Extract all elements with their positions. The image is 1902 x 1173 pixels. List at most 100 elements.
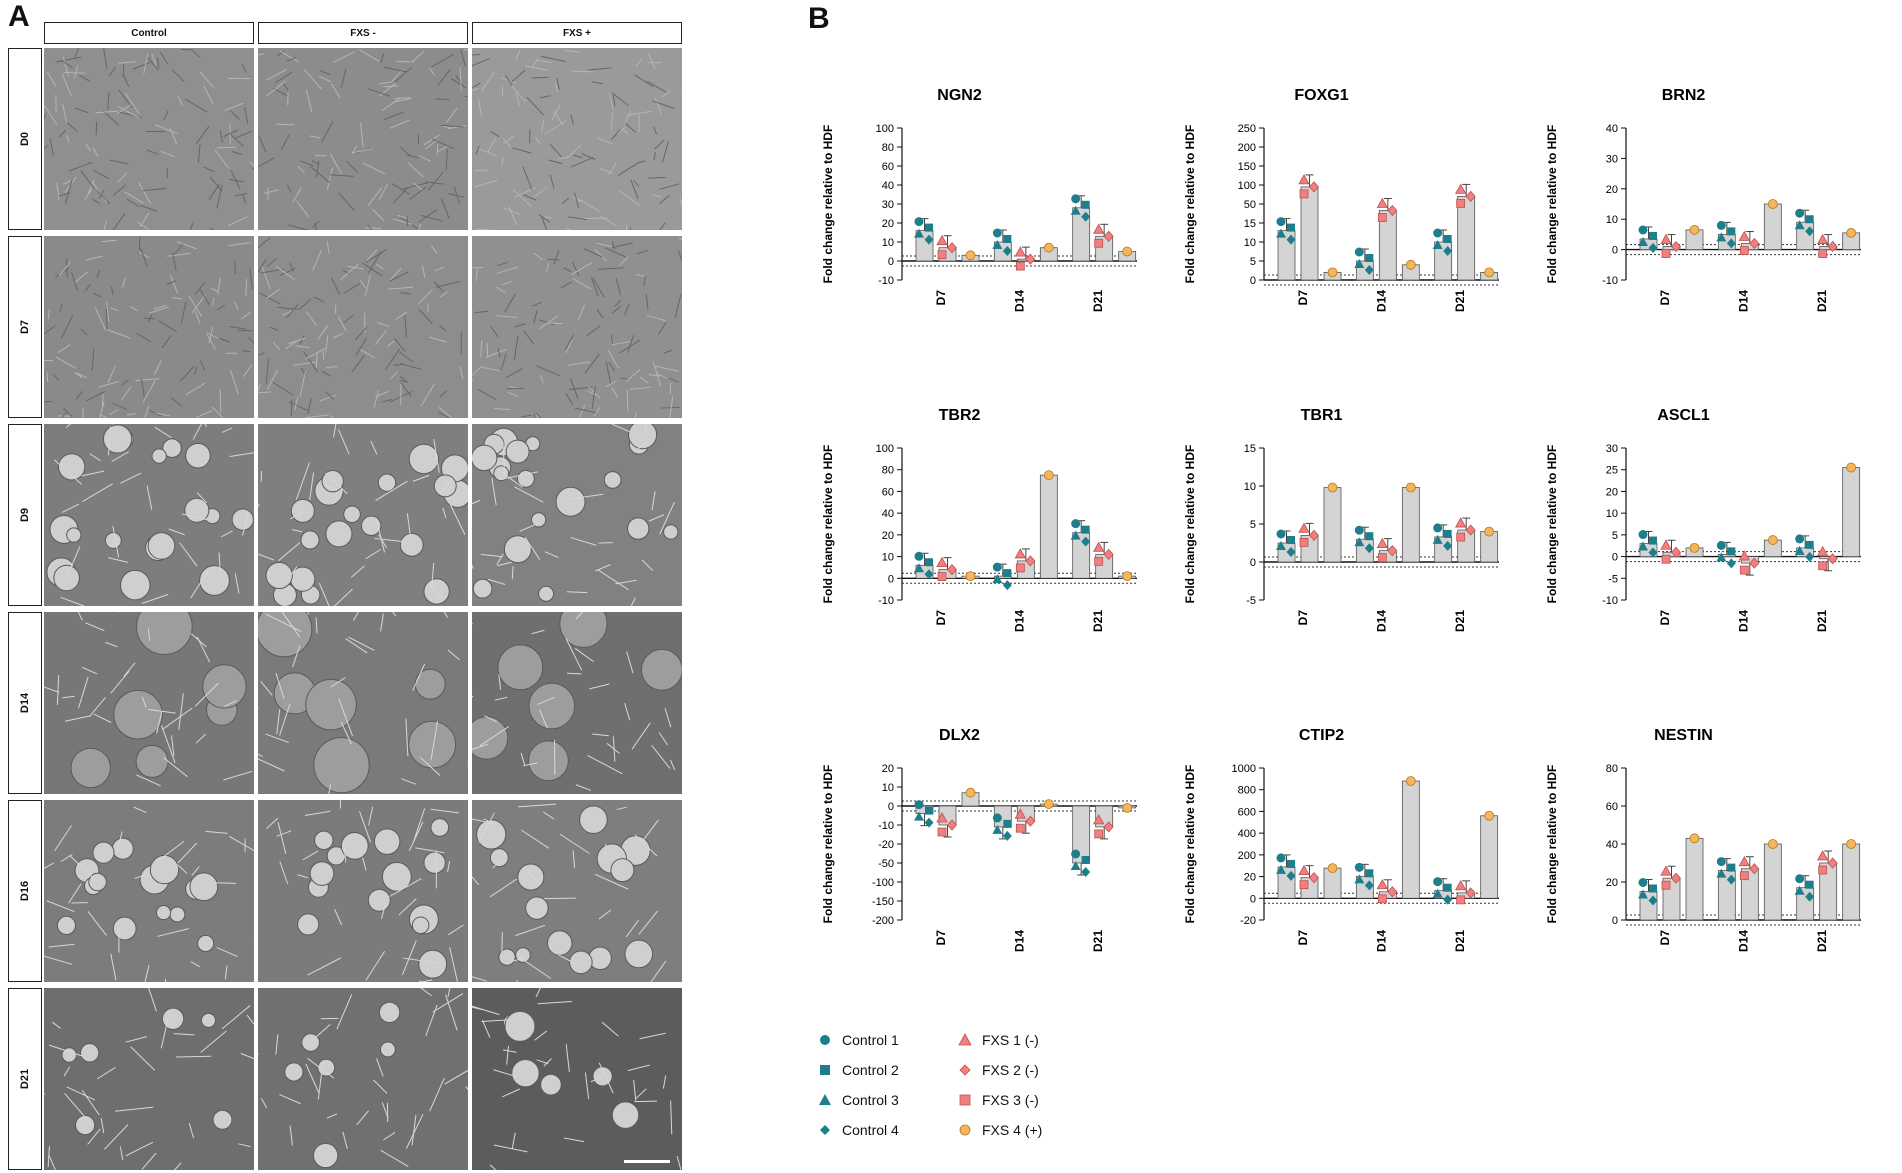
x-tick-label: D7 <box>1296 290 1310 306</box>
data-point <box>1818 865 1828 875</box>
y-tick-label: 600 <box>1238 806 1256 818</box>
data-point <box>992 813 1002 823</box>
x-tick-label: D14 <box>1737 930 1751 952</box>
y-tick-label: 0 <box>888 573 894 585</box>
data-point <box>1094 238 1104 248</box>
data-point <box>924 234 934 245</box>
y-tick-label: 20 <box>1606 486 1618 498</box>
data-point <box>1365 532 1374 541</box>
data-point <box>1816 545 1829 557</box>
chart-foxg1: FOXG1 Fold change relative to HDF 0 5 10 15 50… <box>1180 80 1520 380</box>
y-axis-label: Fold change relative to HDF <box>821 445 835 604</box>
bar <box>1842 843 1861 921</box>
data-point <box>1689 542 1700 553</box>
data-point <box>1716 220 1726 230</box>
legend-label: Control 1 <box>842 1032 899 1048</box>
legend-marker-icon <box>959 1064 971 1076</box>
x-tick-label: D7 <box>1296 930 1310 946</box>
data-point <box>1670 872 1682 884</box>
data-point <box>1299 880 1309 890</box>
data-point <box>1122 571 1133 582</box>
data-point <box>1287 536 1295 544</box>
data-point <box>1432 888 1443 898</box>
data-point <box>914 217 924 227</box>
micrograph-d9-fxs <box>258 424 468 606</box>
y-tick-label: 20 <box>882 530 894 542</box>
y-tick-label: 0 <box>888 801 894 813</box>
data-point <box>1805 551 1815 562</box>
y-tick-label: 25 <box>1606 465 1618 477</box>
micrograph-d21-fxs <box>258 988 468 1170</box>
micrograph-d0-fxs <box>258 48 468 230</box>
data-point <box>1454 880 1467 891</box>
chart-ascl1: ASCL1 Fold change relative to HDF -10 -5 0 5 1… <box>1542 400 1882 700</box>
data-point <box>1805 891 1815 902</box>
bar <box>1039 474 1058 579</box>
y-tick-label: 0 <box>1250 557 1256 569</box>
data-point <box>1025 815 1036 827</box>
data-point <box>925 558 933 567</box>
row-header-label: D0 <box>19 131 31 147</box>
legend-item: Control 1 <box>818 1032 899 1048</box>
data-point <box>1287 223 1295 232</box>
data-point <box>1014 548 1027 559</box>
data-point <box>1660 865 1672 876</box>
data-point <box>936 812 948 823</box>
legend-item: FXS 3 (-) <box>958 1092 1039 1108</box>
data-point <box>1794 545 1805 555</box>
micrograph-d9-fxs <box>472 424 682 606</box>
y-tick-label: -5 <box>1246 595 1256 607</box>
y-tick-label: 20 <box>1606 877 1618 889</box>
y-tick-label: 5 <box>1250 519 1256 531</box>
data-point <box>1376 197 1389 208</box>
y-tick-label: 60 <box>1606 801 1618 813</box>
data-point <box>1648 547 1658 558</box>
y-tick-label: 60 <box>882 161 894 173</box>
data-point <box>1015 261 1025 271</box>
data-point <box>1726 238 1736 249</box>
data-point <box>1648 895 1658 906</box>
data-point <box>1405 259 1416 270</box>
legend-marker-icon <box>819 1094 831 1105</box>
micrograph-d14-control <box>44 612 254 794</box>
data-point <box>1081 856 1090 864</box>
y-tick-label: 0 <box>1250 893 1256 905</box>
data-point <box>1327 863 1338 874</box>
y-axis-label: Fold change relative to HDF <box>1545 765 1559 924</box>
data-point <box>1092 814 1105 825</box>
data-point <box>936 234 948 246</box>
chart-brn2: BRN2 Fold change relative to HDF -10 0 10 20 3… <box>1542 80 1882 380</box>
data-point <box>914 228 924 238</box>
data-point <box>1661 880 1671 890</box>
chart-title: NGN2 <box>937 87 982 104</box>
y-tick-label: 200 <box>1238 850 1256 862</box>
legend-marker-icon <box>820 1035 830 1045</box>
y-tick-label: 1000 <box>1232 763 1256 775</box>
legend-marker-icon <box>959 1094 971 1106</box>
chart-title: FOXG1 <box>1294 87 1348 104</box>
data-point <box>1354 537 1365 547</box>
data-point <box>1103 548 1114 560</box>
data-point <box>1816 850 1829 861</box>
data-point <box>1794 220 1805 230</box>
data-point <box>1443 894 1453 905</box>
data-point <box>1003 569 1012 578</box>
data-point <box>1749 863 1760 875</box>
bar <box>1685 837 1704 921</box>
data-point <box>1454 183 1467 194</box>
bar <box>1300 186 1319 281</box>
data-point <box>992 228 1002 238</box>
y-tick-label: 40 <box>1606 123 1618 135</box>
panel-a: A Control FXS - FXS + D0 D7 D9 D14 D16 D21 <box>0 0 800 1173</box>
y-tick-label: 30 <box>882 199 894 211</box>
y-tick-label: 80 <box>882 142 894 154</box>
x-tick-label: D14 <box>1013 930 1027 952</box>
data-point <box>1081 525 1090 534</box>
data-point <box>1354 259 1365 268</box>
data-point <box>1003 819 1012 828</box>
data-point <box>1638 541 1648 551</box>
data-point <box>1081 536 1091 547</box>
y-tick-label: -10 <box>878 820 894 832</box>
y-tick-label: 200 <box>1238 142 1256 154</box>
data-point <box>1122 803 1133 813</box>
